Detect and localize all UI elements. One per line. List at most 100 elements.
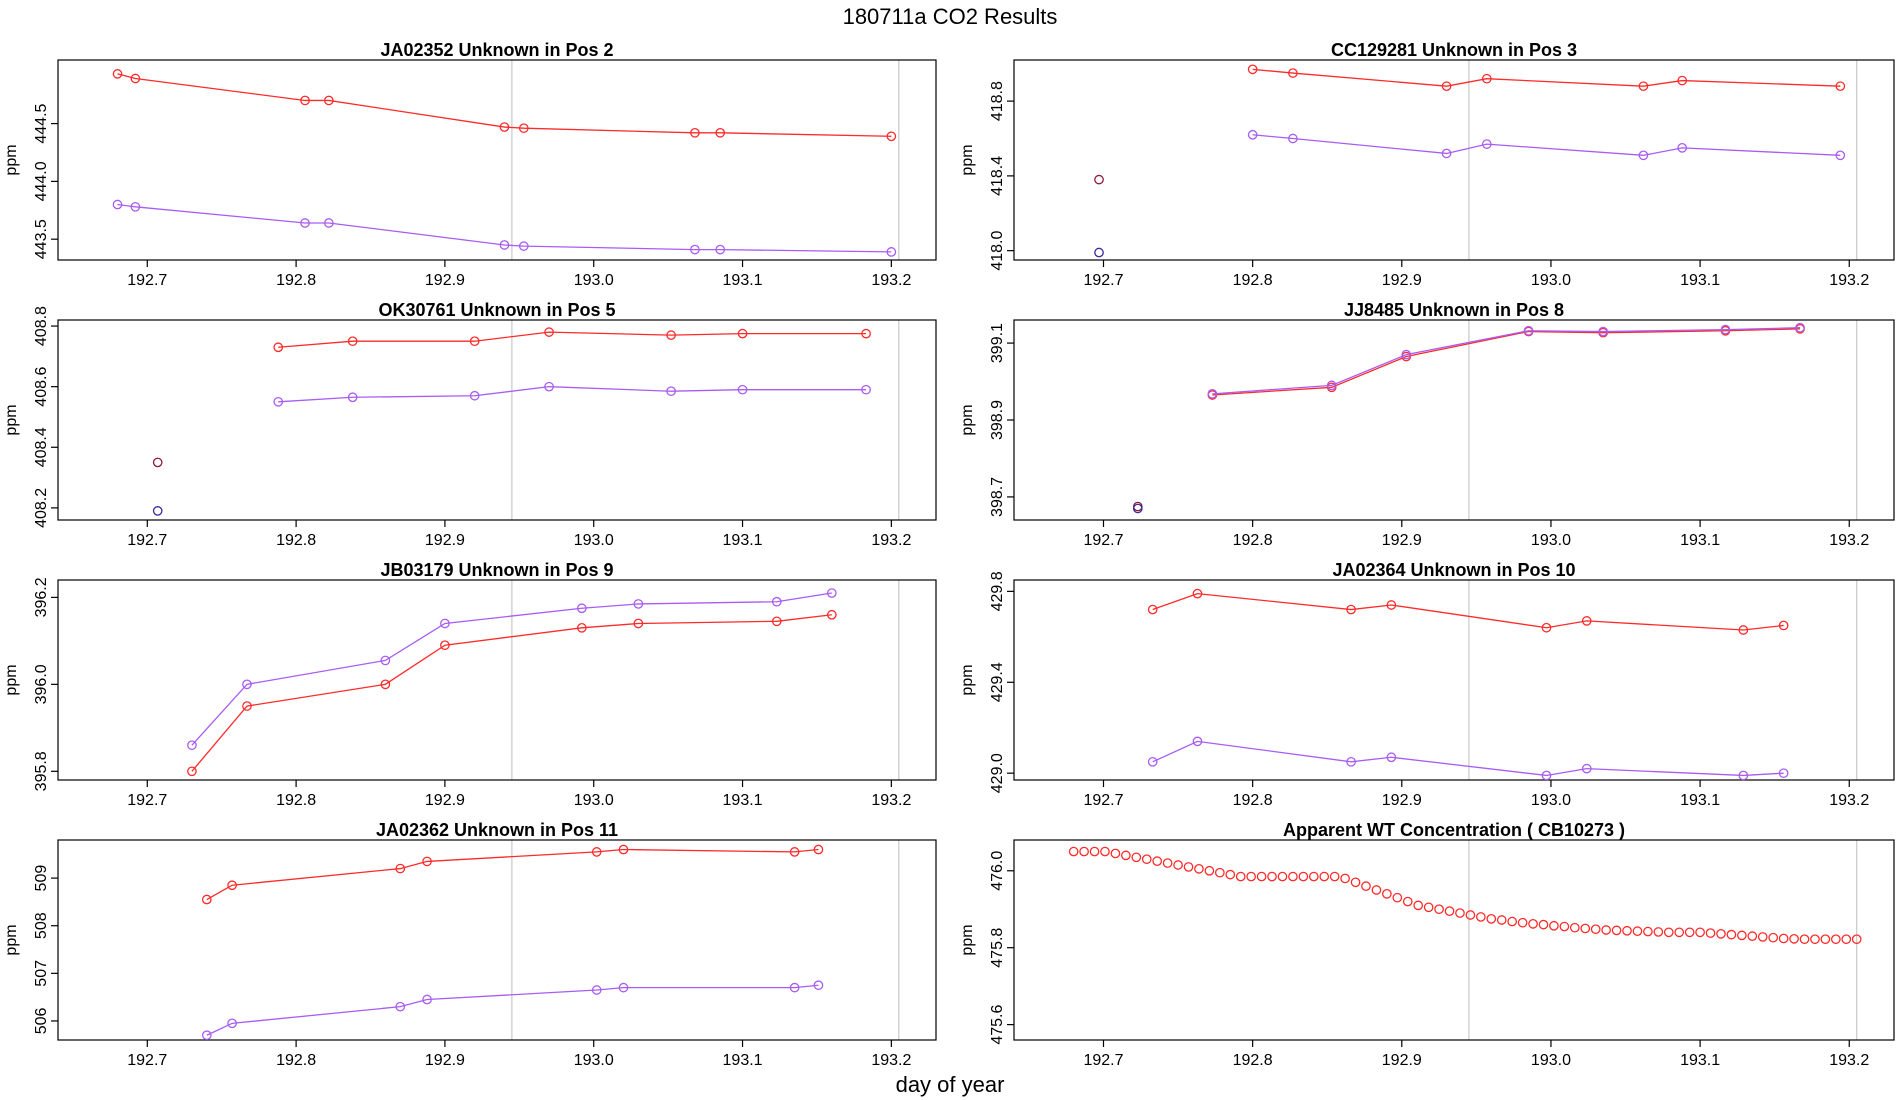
data-point [273,342,284,353]
data-point [737,328,748,339]
data-point [1528,918,1538,929]
series-line [117,203,892,253]
data-point [1192,736,1203,747]
data-point [1559,921,1570,932]
x-tick-label: 193.2 [1829,792,1869,809]
data-point [591,847,602,857]
data-point [633,599,644,609]
series-line [1152,740,1784,777]
series-line [1212,327,1801,395]
data-point [1413,900,1424,911]
data-point [227,880,237,891]
plot-frame [57,59,937,261]
data-point [1214,867,1225,878]
data-point [518,123,529,134]
y-axis-label: ppm [3,924,20,955]
data-point [1444,906,1455,917]
data-point [1340,873,1350,884]
y-axis-label: ppm [3,144,20,175]
data-point [1486,913,1497,924]
data-point [347,392,358,403]
y-tick-label: 396.2 [33,577,50,617]
y-tick-label: 476.0 [989,851,1006,891]
series-line [191,592,832,746]
x-tick-label: 192.9 [425,792,465,809]
data-point [1094,247,1104,258]
data-point [1288,133,1298,144]
data-point [861,384,871,395]
data-point [1329,871,1340,882]
x-tick-label: 193.0 [1531,792,1571,809]
series-line [1212,328,1801,396]
data-point [518,241,529,251]
data-point [1517,917,1528,928]
data-point [1277,871,1288,882]
panel-title: JA02362 Unknown in Pos 11 [376,820,618,840]
y-tick-label: 429.8 [989,571,1006,611]
panel-title: OK30761 Unknown in Pos 5 [378,300,615,320]
data-point [1580,923,1591,934]
x-tick-label: 192.7 [1083,1052,1123,1069]
data-point [1611,925,1622,936]
x-tick-label: 192.8 [1233,1052,1273,1069]
data-point [1716,928,1726,939]
y-tick-label: 418.4 [989,156,1006,196]
y-tick-label: 508 [33,912,50,939]
y-axis-label: ppm [959,404,976,435]
data-point [618,982,629,993]
data-point [440,640,450,651]
x-tick-label: 192.9 [425,532,465,549]
data-point [1207,388,1218,399]
y-tick-label: 399.1 [989,323,1006,363]
data-point [1147,756,1158,767]
x-tick-label: 193.0 [574,272,614,289]
data-point [1598,326,1609,337]
data-point [690,244,700,255]
data-point [1507,916,1518,927]
data-point [1346,756,1356,767]
data-point [1204,865,1215,876]
data-point [1481,73,1492,84]
x-tick-label: 193.0 [574,1052,614,1069]
y-tick-label: 408.8 [33,306,50,346]
data-point [1475,912,1486,922]
data-point [826,588,837,598]
x-tick-label: 192.8 [276,792,316,809]
data-point [1541,622,1552,633]
x-tick-label: 193.2 [871,792,911,809]
data-point [1523,325,1534,336]
y-tick-label: 418.8 [989,81,1006,121]
data-point [323,218,334,228]
data-point [499,122,510,132]
data-point [152,457,163,468]
y-tick-label: 444.0 [33,161,50,201]
chart-panel-8: Apparent WT Concentration ( CB10273 ) 192… [959,820,1895,1069]
x-tick-label: 193.0 [574,792,614,809]
y-tick-label: 408.4 [33,427,50,467]
panel-title: CC129281 Unknown in Pos 3 [1331,40,1577,60]
y-tick-label: 418.0 [989,231,1006,271]
data-point [1569,922,1580,933]
x-tick-label: 193.1 [723,272,763,289]
panel-title: JA02364 Unknown in Pos 10 [1332,560,1575,580]
data-point [1401,349,1412,360]
y-axis-label: ppm [959,924,976,955]
data-point [544,327,554,337]
data-point [1653,927,1664,937]
data-point [201,894,212,905]
x-tick-label: 192.7 [1083,792,1123,809]
data-point [1632,926,1643,937]
data-point [395,1001,406,1012]
data-point [1100,846,1110,857]
data-point [1581,763,1592,774]
data-point [1677,143,1688,153]
x-tick-label: 193.2 [871,1052,911,1069]
x-tick-label: 192.8 [1233,532,1273,549]
data-point [789,982,800,993]
x-tick-label: 193.1 [1680,532,1720,549]
chart-panel-1: JA02352 Unknown in Pos 2 192.7 192.8 192.9 1… [3,40,937,289]
data-point [1538,919,1549,930]
figure-title: 180711a CO2 Results [842,4,1058,29]
data-point [1392,892,1403,903]
